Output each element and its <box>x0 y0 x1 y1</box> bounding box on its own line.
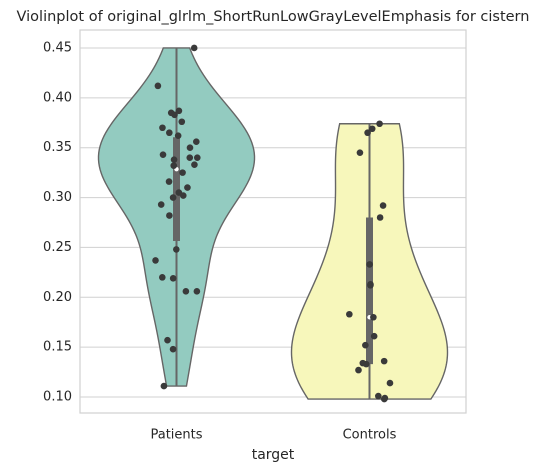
data-point <box>166 212 173 219</box>
data-point <box>170 156 178 163</box>
chart-title: Violinplot of original_glrlm_ShortRunLow… <box>17 9 530 25</box>
data-point <box>366 261 373 268</box>
data-point <box>370 332 378 340</box>
data-point <box>166 129 173 137</box>
y-tick-label: 0.10 <box>43 390 72 405</box>
y-tick-label: 0.30 <box>43 190 72 205</box>
y-tick-label: 0.45 <box>43 40 72 55</box>
data-point <box>159 124 166 132</box>
data-point <box>193 154 201 161</box>
data-point <box>160 382 168 390</box>
x-tick-label: Controls <box>343 428 397 443</box>
plot-frame <box>79 29 467 414</box>
data-point <box>170 162 178 169</box>
data-point <box>179 169 186 176</box>
data-point <box>159 151 167 158</box>
data-point <box>370 313 377 321</box>
data-point <box>193 288 201 295</box>
data-point <box>169 275 177 282</box>
x-tick-label: Patients <box>150 428 202 443</box>
data-point <box>182 288 190 295</box>
data-point <box>191 161 198 168</box>
data-point <box>367 282 374 289</box>
data-point <box>169 194 177 201</box>
y-tick-label: 0.15 <box>43 340 72 355</box>
data-point <box>346 310 353 318</box>
y-tick-label: 0.20 <box>43 290 72 305</box>
data-point <box>184 184 191 191</box>
data-point <box>380 357 388 365</box>
data-point <box>193 138 200 146</box>
data-point <box>169 345 177 353</box>
data-point <box>368 125 376 133</box>
data-point <box>376 120 383 128</box>
data-point <box>376 214 384 221</box>
data-point <box>179 192 187 199</box>
data-point <box>186 144 194 151</box>
data-point <box>186 154 194 161</box>
data-point <box>355 366 362 374</box>
data-point <box>356 149 364 156</box>
data-point <box>173 246 180 253</box>
data-point <box>159 274 166 281</box>
data-point <box>174 132 182 140</box>
data-point <box>171 111 178 119</box>
y-tick-label: 0.40 <box>43 90 72 105</box>
data-point <box>362 360 370 368</box>
data-point <box>164 336 171 344</box>
data-point <box>178 118 186 126</box>
data-point <box>157 201 165 208</box>
data-point <box>386 379 394 387</box>
data-point <box>362 341 369 349</box>
data-point <box>190 44 198 52</box>
data-point <box>380 395 388 403</box>
data-point <box>165 178 173 185</box>
data-point <box>175 107 183 115</box>
data-point <box>375 392 382 400</box>
data-point <box>154 82 162 90</box>
data-point <box>379 202 387 209</box>
data-point <box>152 257 159 264</box>
x-axis-label: target <box>252 447 295 463</box>
data-point <box>364 129 371 137</box>
y-tick-label: 0.35 <box>43 140 72 155</box>
y-tick-label: 0.25 <box>43 240 72 255</box>
